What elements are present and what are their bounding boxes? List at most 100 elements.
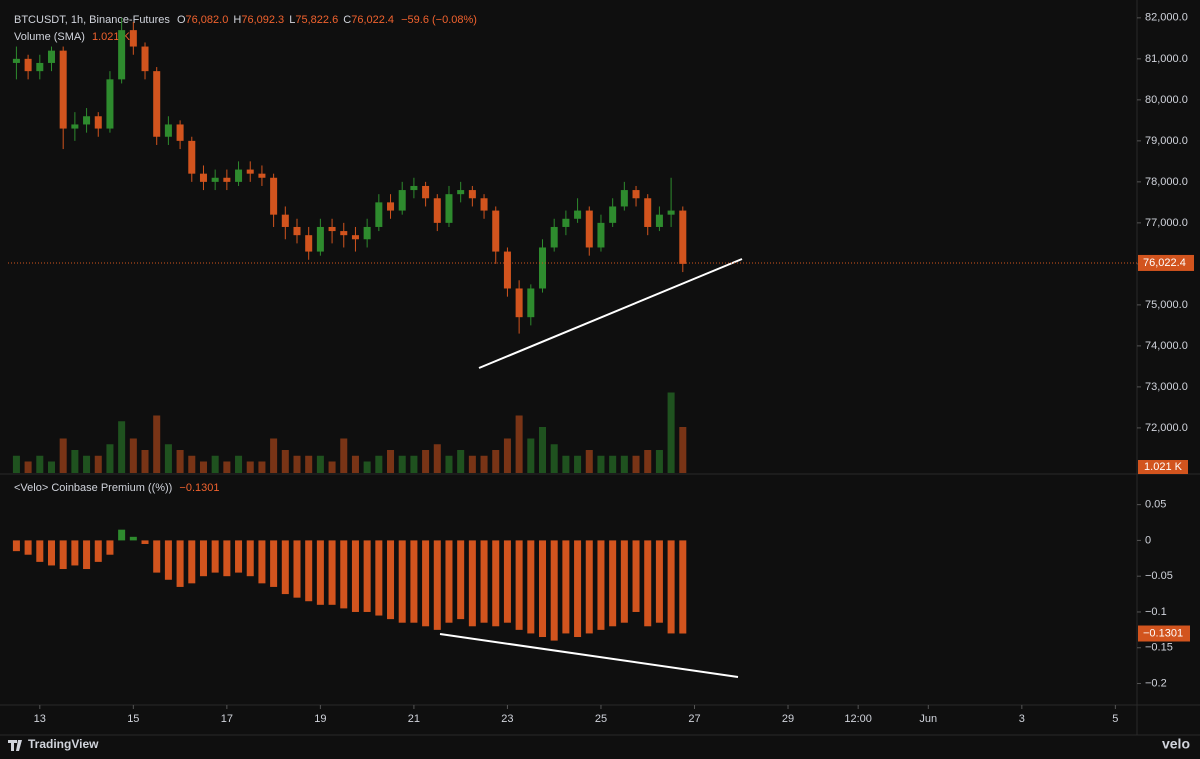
volume-bar <box>655 450 663 473</box>
premium-bar <box>597 540 605 630</box>
candle-body <box>281 214 289 227</box>
volume-bar <box>129 438 137 473</box>
candle-body <box>468 190 476 199</box>
trend-line <box>478 258 743 369</box>
volume-bar <box>258 461 266 473</box>
volume-axis-label: 1.021 K <box>1144 461 1183 473</box>
premium-bar <box>36 540 44 562</box>
candle-body <box>632 190 640 199</box>
volume-bar <box>141 450 149 473</box>
volume-bar <box>281 450 289 473</box>
x-tick-label: 13 <box>34 713 46 725</box>
volume-bar <box>106 444 114 473</box>
volume-bar <box>164 444 172 473</box>
premium-bar <box>71 540 79 566</box>
volume-bar <box>176 450 184 473</box>
candle-body <box>363 226 371 240</box>
volume-bar <box>433 444 441 473</box>
premium-bar <box>503 540 511 623</box>
candle-body <box>328 226 336 232</box>
candle-body <box>538 247 547 289</box>
candle-body <box>164 124 172 137</box>
candle-body <box>223 177 231 182</box>
premium-bar <box>328 540 336 605</box>
volume-bar <box>47 461 55 473</box>
volume-bar <box>527 438 535 473</box>
volume-label-box <box>1138 460 1188 474</box>
volume-bar <box>246 461 254 473</box>
premium-bar <box>550 540 558 641</box>
y-tick-label: 81,000.0 <box>1145 53 1188 65</box>
premium-bar <box>375 540 383 616</box>
candle-body <box>655 214 663 227</box>
x-tick-label: Jun <box>919 713 937 725</box>
candle-body <box>527 288 535 318</box>
premium-bar <box>83 540 91 570</box>
premium-bar <box>433 540 441 630</box>
premium-bar <box>562 540 570 634</box>
ohlc-key: C <box>343 14 351 26</box>
last-price-label: 76,022.4 <box>1143 257 1186 269</box>
premium-bar <box>515 540 523 630</box>
candle-body <box>620 190 628 207</box>
premium-bar <box>246 540 254 577</box>
premium-value: −0.1301 <box>179 482 219 494</box>
y-tick-label: 80,000.0 <box>1145 94 1188 106</box>
premium-bar <box>129 536 137 541</box>
candle-body <box>644 198 652 227</box>
volume-bar <box>538 427 547 473</box>
premium-bar <box>153 540 161 573</box>
premium-bar <box>632 540 640 612</box>
premium-bar <box>609 540 617 627</box>
volume-bar <box>235 455 243 473</box>
premium-bar <box>141 540 149 544</box>
volume-bar <box>503 438 511 473</box>
last-price-box <box>1138 254 1194 271</box>
volume-bar <box>620 455 628 473</box>
candle-body <box>71 124 79 129</box>
candle-body <box>492 210 500 252</box>
candle-body <box>59 50 67 129</box>
candle-body <box>597 222 605 248</box>
candle-body <box>106 79 114 129</box>
x-tick-label: 17 <box>221 713 233 725</box>
volume-bar <box>24 461 32 473</box>
premium-legend: <Velo> Coinbase Premium ((%)) −0.1301 <box>14 482 219 494</box>
volume-bar <box>457 450 465 473</box>
candle-body <box>305 235 313 252</box>
volume-bar <box>223 461 231 473</box>
volume-bar <box>340 438 348 473</box>
ohlc-key: H <box>233 14 241 26</box>
volume-bar <box>94 455 102 473</box>
premium-bar <box>492 540 500 627</box>
volume-bar <box>515 415 523 473</box>
x-tick-label: 23 <box>501 713 513 725</box>
premium-bar <box>574 540 582 638</box>
candle-body <box>609 206 617 223</box>
premium-bar <box>538 540 547 638</box>
premium-bar <box>387 540 395 620</box>
volume-bar <box>667 392 675 473</box>
volume-bar <box>597 455 605 473</box>
volume-bar <box>632 455 640 473</box>
premium-bar <box>340 540 348 609</box>
premium-bar <box>293 540 301 598</box>
candle-body <box>422 185 430 199</box>
legend-row: BTCUSDT, 1h, Binance-Futures O76,082.0 H… <box>14 14 477 26</box>
volume-bar <box>609 455 617 473</box>
y-tick-label: −0.05 <box>1145 570 1173 582</box>
volume-bar <box>316 455 324 473</box>
candle-body <box>153 71 161 137</box>
premium-bar <box>480 540 488 623</box>
volume-bar <box>574 455 582 473</box>
x-tick-label: 5 <box>1112 713 1118 725</box>
volume-bar <box>118 421 126 473</box>
candle-body <box>118 30 126 80</box>
candle-body <box>246 169 254 174</box>
volume-bar <box>410 455 418 473</box>
candle-body <box>679 210 687 264</box>
y-tick-label: −0.1 <box>1145 606 1167 618</box>
y-tick-label: 79,000.0 <box>1145 135 1188 147</box>
volume-bar <box>305 455 313 473</box>
